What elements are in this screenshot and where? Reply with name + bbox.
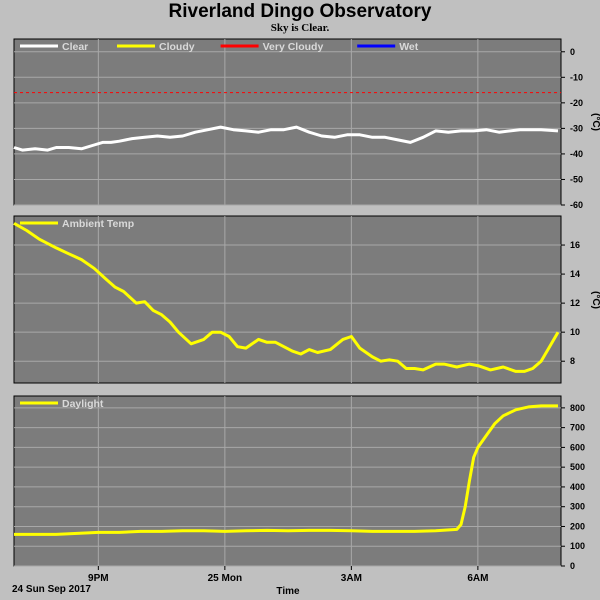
sky-status: Sky is Clear. — [270, 22, 330, 34]
daylight-plot-area — [13, 395, 562, 567]
x-tick-label: 25 Mon — [208, 573, 242, 584]
y-tick-label: 14 — [570, 269, 580, 279]
y-tick-label: -60 — [570, 200, 583, 210]
y-tick-label: 100 — [570, 541, 585, 551]
daylight-y-ticks: 800 700 600 500 400 300 200 100 0 — [561, 403, 585, 571]
date-label: 24 Sun Sep 2017 — [12, 584, 91, 595]
ambient-unit-label: (°C) — [590, 291, 600, 309]
legend-label: Very Cloudy — [263, 41, 324, 53]
y-tick-label: 600 — [570, 442, 585, 452]
daylight-panel: 800 700 600 500 400 300 200 100 0 Daylight — [13, 395, 585, 571]
ambient-legend: Ambient Temp — [20, 218, 134, 230]
page-title: Riverland Dingo Observatory — [168, 1, 432, 22]
x-tick-label: 6AM — [467, 573, 488, 584]
sky-panel: 0 -10 -20 -30 -40 -50 -60 Clear Cloudy Very Clou… — [13, 38, 600, 210]
legend-label: Cloudy — [159, 41, 195, 53]
y-tick-label: 700 — [570, 423, 585, 433]
y-tick-label: 16 — [570, 240, 580, 250]
y-tick-label: 500 — [570, 462, 585, 472]
legend-label: Daylight — [62, 398, 104, 410]
x-axis-ticks: 9PM 25 Mon 3AM 6AM — [88, 566, 488, 584]
y-tick-label: 0 — [570, 47, 575, 57]
x-axis-label: Time — [276, 586, 300, 597]
legend-label: Ambient Temp — [62, 218, 134, 230]
y-tick-label: -10 — [570, 72, 583, 82]
daylight-series-line — [14, 404, 558, 536]
sky-temp-series-line — [13, 125, 559, 152]
daylight-legend: Daylight — [20, 398, 104, 410]
y-tick-label: -20 — [570, 98, 583, 108]
y-tick-label: 0 — [570, 561, 575, 571]
sky-grid — [14, 39, 561, 206]
y-tick-label: 200 — [570, 521, 585, 531]
y-tick-label: 8 — [570, 356, 575, 366]
ambient-plot-area — [13, 215, 562, 384]
legend-label: Clear — [62, 41, 88, 53]
y-tick-label: -40 — [570, 149, 583, 159]
y-tick-label: 800 — [570, 403, 585, 413]
ambient-panel: 16 14 12 10 8 Ambient Temp (°C) — [13, 215, 600, 384]
x-tick-label: 3AM — [341, 573, 362, 584]
x-tick-label: 9PM — [88, 573, 109, 584]
y-tick-label: 12 — [570, 298, 580, 308]
legend-label: Wet — [399, 41, 419, 53]
y-tick-label: -30 — [570, 123, 583, 133]
sky-plot-area — [13, 38, 562, 206]
ambient-y-ticks: 16 14 12 10 8 — [561, 240, 580, 366]
sky-unit-label: (°C) — [590, 113, 600, 131]
ambient-temp-series-line — [13, 221, 560, 373]
y-tick-label: 400 — [570, 482, 585, 492]
y-tick-label: 300 — [570, 502, 585, 512]
ambient-grid — [14, 216, 561, 383]
sky-y-ticks: 0 -10 -20 -30 -40 -50 -60 — [561, 47, 583, 210]
y-tick-label: 10 — [570, 327, 580, 337]
y-tick-label: -50 — [570, 174, 583, 184]
sky-legend: Clear Cloudy Very Cloudy Wet — [20, 41, 419, 53]
